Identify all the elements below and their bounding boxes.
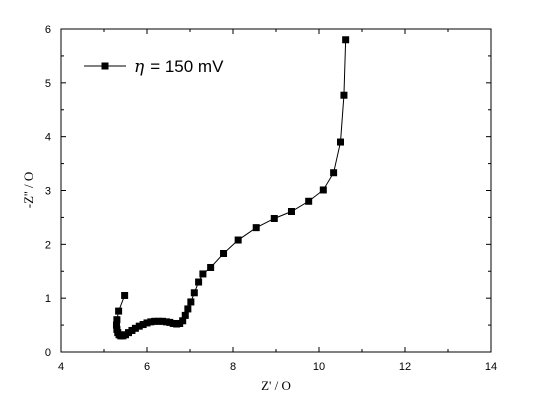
data-point xyxy=(342,36,350,44)
x-tick-label: 10 xyxy=(313,361,325,373)
data-point xyxy=(121,291,129,299)
data-point xyxy=(139,321,147,329)
x-tick-label: 12 xyxy=(399,361,411,373)
data-point xyxy=(195,278,203,286)
data-point xyxy=(220,249,228,257)
data-point xyxy=(199,270,207,278)
data-point xyxy=(135,322,143,330)
y-tick-label: 2 xyxy=(45,239,51,251)
data-point xyxy=(187,298,195,306)
y-tick-label: 5 xyxy=(45,78,51,90)
plot-frame xyxy=(60,28,492,353)
axis-ticks xyxy=(60,28,492,353)
series-line xyxy=(115,39,347,337)
data-point xyxy=(158,317,166,325)
y-tick-label: 0 xyxy=(45,347,51,359)
y-axis-title: -Z'' / O xyxy=(21,172,36,208)
data-point xyxy=(179,317,187,325)
data-point xyxy=(112,321,120,329)
y-tick-label: 6 xyxy=(45,24,51,36)
data-point xyxy=(340,91,348,99)
legend-value: = 150 mV xyxy=(150,57,224,76)
x-tick-label: 14 xyxy=(485,361,497,373)
data-point xyxy=(143,319,151,327)
y-tick-label: 1 xyxy=(45,293,51,305)
data-point xyxy=(305,197,313,205)
data-point xyxy=(115,307,123,315)
data-point xyxy=(155,317,163,325)
data-point xyxy=(151,317,159,325)
data-point xyxy=(330,169,338,177)
data-point xyxy=(207,263,215,271)
x-tick-label: 6 xyxy=(144,361,150,373)
data-point xyxy=(181,311,189,319)
data-point xyxy=(234,236,242,244)
data-point xyxy=(252,224,260,232)
data-point xyxy=(131,324,139,332)
data-point xyxy=(270,214,278,222)
data-point xyxy=(147,318,155,326)
data-point xyxy=(287,208,295,215)
legend: η = 150 mV xyxy=(84,57,224,77)
x-tick-label: 8 xyxy=(230,361,236,373)
legend-marker xyxy=(101,62,109,70)
data-point xyxy=(184,305,192,313)
y-tick-label: 3 xyxy=(45,186,51,198)
legend-eta-symbol: η xyxy=(134,57,145,77)
data-point xyxy=(319,186,327,194)
x-axis-title: Z' / O xyxy=(261,378,291,393)
series-markers xyxy=(112,36,350,340)
data-point xyxy=(113,316,121,324)
legend-label: η = 150 mV xyxy=(134,57,224,77)
data-point xyxy=(337,138,344,146)
y-tick-label: 4 xyxy=(45,132,51,144)
data-point xyxy=(190,289,198,297)
x-tick-label: 4 xyxy=(58,361,64,373)
